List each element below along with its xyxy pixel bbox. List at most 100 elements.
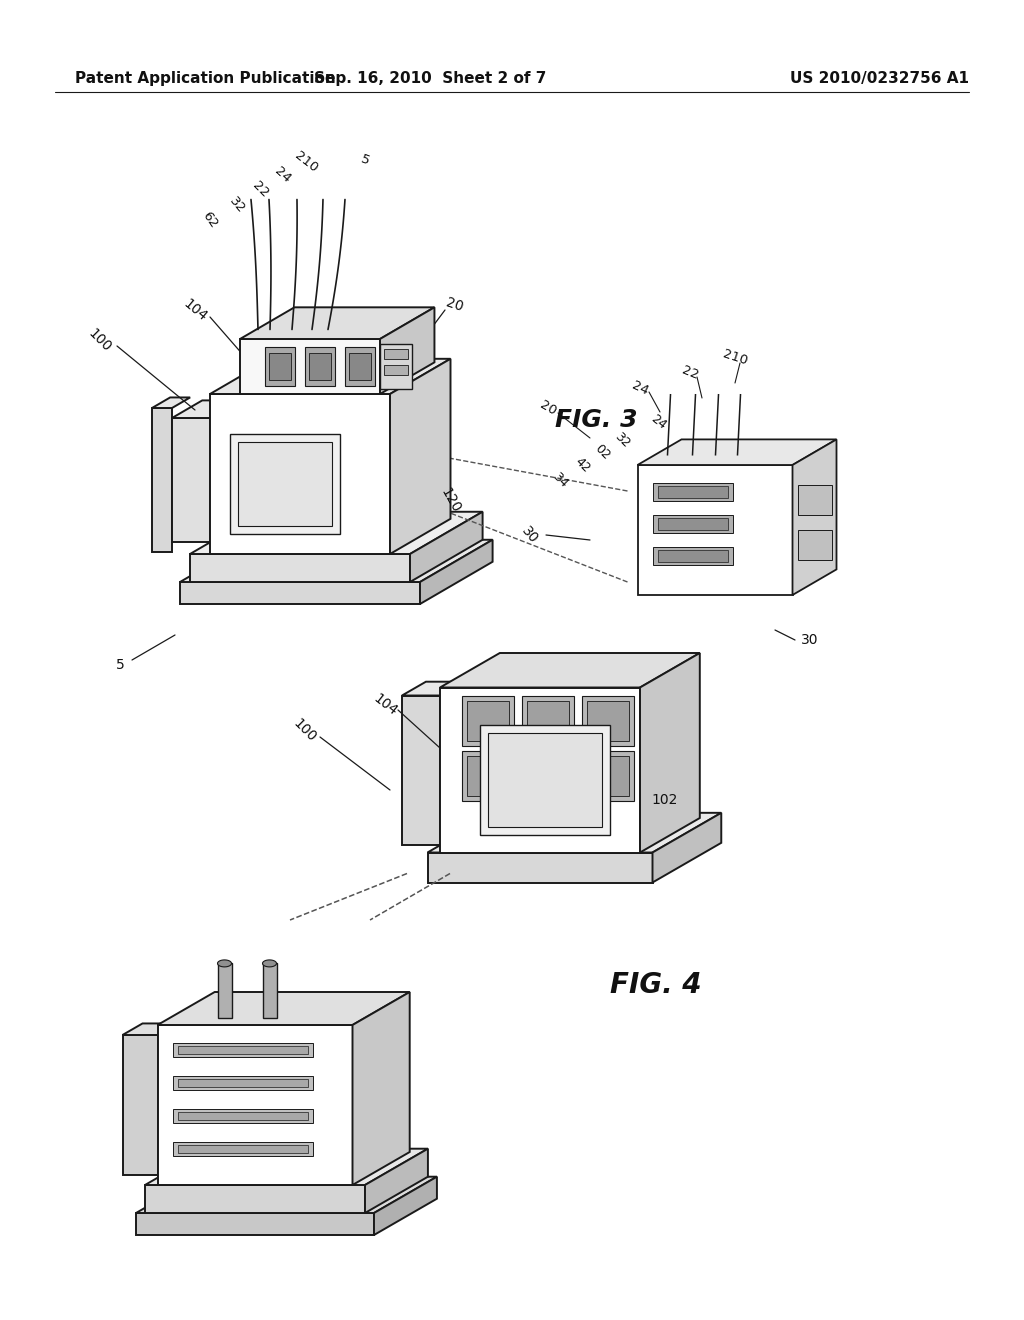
Polygon shape [652, 546, 732, 565]
Polygon shape [172, 1076, 312, 1090]
Text: 22: 22 [680, 364, 700, 383]
Polygon shape [217, 964, 231, 1019]
Polygon shape [374, 1176, 437, 1236]
Polygon shape [262, 964, 276, 1019]
Polygon shape [136, 1176, 437, 1213]
Polygon shape [145, 1185, 365, 1213]
Polygon shape [638, 465, 793, 595]
Text: 32: 32 [226, 194, 248, 215]
Polygon shape [467, 755, 509, 796]
Polygon shape [798, 484, 831, 515]
Polygon shape [488, 733, 602, 828]
Polygon shape [240, 339, 380, 393]
Polygon shape [172, 400, 241, 418]
Polygon shape [652, 813, 721, 883]
Polygon shape [172, 1109, 312, 1123]
Text: Patent Application Publication: Patent Application Publication [75, 70, 336, 86]
Text: 30: 30 [519, 524, 541, 546]
Polygon shape [180, 540, 493, 582]
Text: 34: 34 [550, 470, 570, 490]
Polygon shape [410, 512, 482, 582]
Polygon shape [177, 1111, 307, 1119]
Polygon shape [402, 696, 440, 845]
Polygon shape [180, 582, 420, 605]
Polygon shape [652, 515, 732, 533]
Polygon shape [190, 512, 482, 554]
Text: FIG. 4: FIG. 4 [610, 972, 701, 999]
Polygon shape [522, 751, 574, 800]
Polygon shape [640, 653, 699, 853]
Polygon shape [480, 725, 610, 836]
Polygon shape [269, 352, 291, 380]
Polygon shape [522, 696, 574, 746]
Text: 104: 104 [180, 296, 210, 323]
Polygon shape [230, 434, 340, 535]
Polygon shape [384, 366, 408, 375]
Polygon shape [657, 517, 727, 531]
Text: 24: 24 [648, 412, 669, 432]
Polygon shape [462, 696, 514, 746]
Polygon shape [123, 1035, 158, 1175]
Polygon shape [349, 352, 371, 380]
Text: 32: 32 [611, 430, 632, 450]
Polygon shape [427, 853, 652, 883]
Polygon shape [309, 352, 331, 380]
Text: 20: 20 [444, 296, 466, 314]
Polygon shape [172, 418, 210, 543]
Polygon shape [440, 688, 640, 853]
Text: 100: 100 [291, 715, 319, 744]
Text: 02: 02 [592, 442, 612, 462]
Polygon shape [240, 308, 434, 339]
Text: 42: 42 [571, 455, 592, 475]
Polygon shape [217, 960, 231, 966]
Text: US 2010/0232756 A1: US 2010/0232756 A1 [790, 70, 969, 86]
Polygon shape [262, 960, 276, 966]
Polygon shape [145, 1148, 428, 1185]
Polygon shape [402, 681, 464, 696]
Polygon shape [177, 1045, 307, 1053]
Text: 210: 210 [721, 348, 750, 368]
Text: 22: 22 [250, 180, 270, 201]
Polygon shape [420, 540, 493, 605]
Polygon shape [177, 1078, 307, 1086]
Text: 120: 120 [437, 484, 463, 515]
Polygon shape [152, 397, 190, 408]
Polygon shape [527, 701, 569, 741]
Polygon shape [352, 993, 410, 1185]
Polygon shape [172, 1043, 312, 1057]
Polygon shape [265, 347, 295, 385]
Text: 100: 100 [86, 326, 115, 354]
Text: 30: 30 [801, 634, 819, 647]
Polygon shape [582, 696, 634, 746]
Polygon shape [210, 359, 451, 393]
Polygon shape [390, 359, 451, 554]
Text: 24: 24 [630, 379, 650, 397]
Text: FIG. 3: FIG. 3 [555, 408, 638, 432]
Polygon shape [210, 393, 390, 554]
Polygon shape [123, 1023, 177, 1035]
Text: 210: 210 [292, 149, 319, 176]
Polygon shape [177, 1144, 307, 1152]
Polygon shape [238, 442, 332, 525]
Polygon shape [172, 1142, 312, 1156]
Polygon shape [365, 1148, 428, 1213]
Text: 5: 5 [116, 657, 124, 672]
Polygon shape [345, 347, 375, 385]
Polygon shape [793, 440, 837, 595]
Polygon shape [152, 408, 172, 552]
Polygon shape [582, 751, 634, 800]
Polygon shape [380, 308, 434, 393]
Polygon shape [587, 701, 629, 741]
Polygon shape [462, 751, 514, 800]
Polygon shape [427, 813, 721, 853]
Text: 5: 5 [358, 152, 372, 168]
Polygon shape [158, 993, 410, 1026]
Text: 102: 102 [652, 793, 678, 807]
Polygon shape [440, 653, 699, 688]
Polygon shape [467, 701, 509, 741]
Polygon shape [136, 1213, 374, 1236]
Polygon shape [587, 755, 629, 796]
Text: 24: 24 [272, 165, 294, 186]
Polygon shape [384, 348, 408, 359]
Text: Sep. 16, 2010  Sheet 2 of 7: Sep. 16, 2010 Sheet 2 of 7 [313, 70, 546, 86]
